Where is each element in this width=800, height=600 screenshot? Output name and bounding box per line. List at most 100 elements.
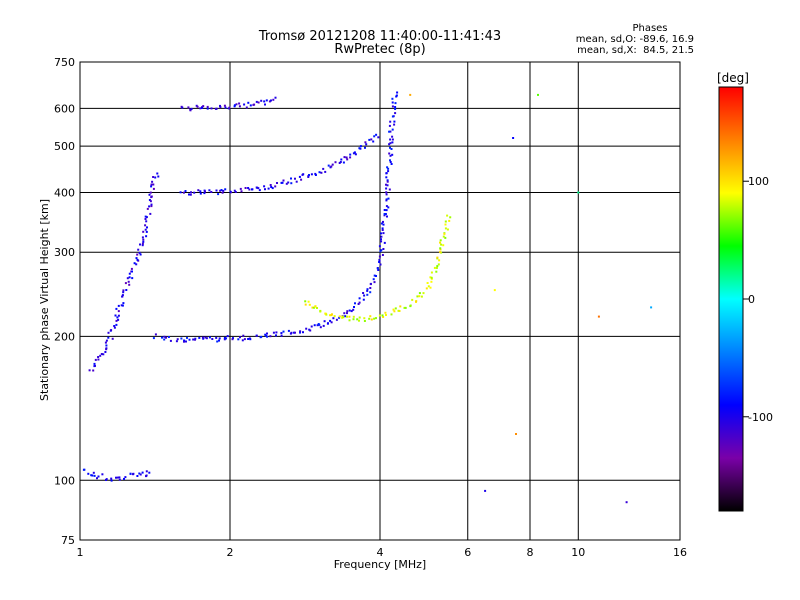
trace-point [290, 182, 293, 185]
trace-point [92, 471, 95, 474]
trace-point [316, 324, 319, 327]
trace-point [393, 123, 396, 126]
trace-point [116, 316, 119, 319]
trace-point [382, 220, 384, 223]
trace-point [271, 187, 274, 190]
trace-point [352, 315, 355, 318]
trace-point [135, 257, 138, 260]
trace-point [330, 165, 333, 168]
trace-point [391, 135, 394, 138]
trace-point [391, 128, 394, 131]
trace-point [105, 479, 107, 481]
trace-point [202, 337, 205, 340]
trace-point [304, 303, 307, 306]
trace-point [388, 124, 391, 127]
isolated-point [515, 433, 517, 435]
trace-point [93, 362, 96, 365]
trace-point [219, 106, 222, 109]
trace-point [442, 235, 445, 238]
trace-point [429, 276, 432, 279]
trace-point [131, 270, 133, 273]
y-tick-label: 750 [54, 56, 75, 69]
trace-point [422, 292, 425, 295]
trace-point [142, 240, 145, 243]
trace-point [380, 249, 383, 252]
trace-point [389, 161, 392, 163]
trace-point [206, 105, 209, 108]
trace-point [138, 251, 141, 254]
trace-point [239, 187, 242, 190]
trace-point [206, 107, 209, 110]
trace-point [167, 336, 170, 338]
trace-point [265, 99, 268, 102]
y-tick-label: 300 [54, 246, 75, 259]
trace-point [145, 220, 148, 223]
trace-point [144, 215, 147, 218]
trace-point [389, 138, 392, 141]
trace-point [220, 189, 223, 191]
trace-point [435, 270, 438, 273]
trace-point [260, 335, 263, 338]
trace-point [430, 280, 433, 283]
trace-point [425, 287, 428, 290]
trace-point [307, 300, 310, 303]
trace-point [97, 475, 100, 478]
trace-point [381, 227, 384, 230]
trace-point [308, 303, 311, 306]
trace-point [105, 339, 108, 342]
trace-point [264, 103, 266, 106]
trace-point [352, 318, 355, 321]
chart-subtitle: RwPretec (8p) [334, 42, 425, 57]
trace-point [346, 310, 349, 313]
trace-point [203, 192, 206, 195]
stats-line-o: mean, sd,O: -89.6, 16.9 [576, 34, 694, 45]
trace-point [389, 130, 392, 133]
chart-title: Tromsø 20121208 11:40:00-11:41:43 [258, 29, 501, 44]
trace-point [333, 315, 336, 318]
trace-point [311, 306, 314, 309]
trace-point [163, 338, 166, 341]
trace-point [350, 310, 353, 313]
trace-point [390, 313, 393, 316]
trace-point [442, 244, 445, 247]
trace-point [228, 106, 231, 109]
trace-point [322, 167, 325, 170]
trace-point [381, 314, 384, 317]
trace-point [145, 470, 148, 473]
trace-point [314, 305, 317, 308]
trace-point [382, 223, 385, 226]
trace-point [204, 190, 206, 193]
trace-point [148, 205, 151, 208]
trace-point [418, 295, 421, 298]
trace-point [264, 188, 266, 191]
trace-point [383, 209, 386, 211]
trace-point [444, 223, 447, 226]
trace-point [122, 289, 125, 292]
trace-point [152, 183, 155, 186]
trace-point [389, 154, 392, 157]
trace-point [377, 136, 380, 139]
trace-point [282, 179, 285, 182]
trace-point [387, 197, 390, 200]
trace-point [243, 103, 246, 106]
trace-point [104, 341, 107, 344]
trace-point [430, 276, 433, 279]
trace-point [192, 338, 195, 341]
trace-point [287, 329, 290, 332]
trace-point [219, 189, 222, 192]
trace-point [378, 255, 381, 258]
trace-point [319, 310, 322, 313]
trace-point [263, 100, 266, 103]
trace-point [208, 336, 211, 339]
trace-point [309, 329, 312, 332]
trace-point [270, 99, 272, 102]
trace-point [197, 189, 200, 192]
trace-point [354, 302, 356, 305]
trace-point [324, 312, 327, 315]
trace-point [99, 354, 102, 357]
trace-point [232, 337, 234, 340]
trace-point [299, 331, 301, 334]
trace-point [223, 338, 226, 341]
trace-point [117, 310, 120, 313]
trace-point [150, 203, 153, 206]
